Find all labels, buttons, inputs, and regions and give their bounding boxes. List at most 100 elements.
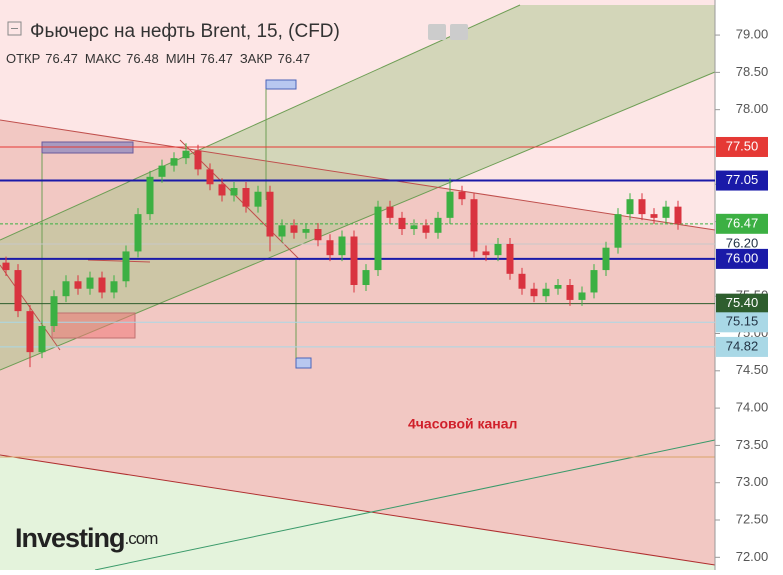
candle-body (266, 191, 274, 237)
price-label-bg (716, 293, 768, 314)
price-label: 77.05 (726, 172, 759, 187)
y-tick-label: 78.00 (736, 101, 769, 116)
y-tick-label: 73.00 (736, 474, 769, 489)
candle-body (494, 243, 502, 256)
candle-body (614, 214, 622, 248)
green-channel (0, 5, 715, 370)
price-label: 75.15 (726, 314, 759, 329)
y-tick-label: 79.00 (736, 27, 769, 42)
price-label: 76.00 (726, 250, 759, 265)
ohlc-value: 76.47 (200, 51, 233, 66)
candle-body (302, 229, 310, 233)
y-tick-label: 74.50 (736, 362, 769, 377)
eye-icon[interactable] (428, 24, 446, 40)
candle-body (86, 277, 94, 289)
ohlc-item: ЗАКР 76.47 (240, 51, 310, 66)
candle-body (146, 176, 154, 215)
candle-body (566, 285, 574, 300)
candle-body (518, 273, 526, 289)
candle-body (314, 229, 322, 241)
chart-title: Фьючерс на нефть Brent, 15, (CFD) (30, 21, 340, 42)
candle-body (410, 225, 418, 230)
candle-body (122, 251, 130, 282)
candle-body (662, 206, 670, 218)
candle-body (434, 217, 442, 233)
ohlc-item: МИН 76.47 (166, 51, 233, 66)
candle-body (170, 158, 178, 166)
candle-body (50, 296, 58, 327)
candle-body (338, 236, 346, 256)
candle-body (98, 277, 106, 293)
candle-body (602, 247, 610, 271)
box (51, 312, 136, 339)
axis-background (715, 0, 783, 570)
candle-body (650, 214, 658, 218)
box (265, 79, 297, 90)
ohlc-value: 76.47 (45, 51, 78, 66)
candle-body (542, 288, 550, 297)
price-label: 76.20 (726, 235, 759, 250)
candle-body (278, 225, 286, 237)
candle-body (626, 199, 634, 215)
box (41, 141, 134, 154)
candle-body (62, 281, 70, 297)
candle-body (230, 188, 238, 196)
y-tick-label: 73.50 (736, 437, 769, 452)
lower-area (0, 455, 715, 570)
candle-body (446, 191, 454, 218)
candle-body (326, 240, 334, 256)
trend-line (94, 439, 716, 571)
y-tick-label: 78.50 (736, 64, 769, 79)
price-label: 76.47 (726, 215, 759, 230)
candle-body (482, 251, 490, 256)
y-tick-label: 72.00 (736, 549, 769, 564)
candle-body (38, 326, 46, 353)
trend-line (87, 259, 151, 263)
y-axis: 72.0072.5073.0073.5074.0074.5075.0075.50… (715, 27, 768, 564)
logo: Investing.com (15, 523, 158, 553)
settings-icon[interactable] (450, 24, 468, 40)
candle-body (194, 150, 202, 170)
candle-body (506, 243, 514, 274)
candle-body (638, 199, 646, 215)
price-label-bg (716, 136, 768, 157)
candle-body (674, 206, 682, 224)
channel-area (0, 120, 715, 565)
candle-body (350, 236, 358, 285)
candle-body (386, 206, 394, 218)
trend-line (0, 119, 716, 231)
candle-body (398, 217, 406, 230)
candle-body (110, 281, 118, 293)
candle-body (242, 188, 250, 207)
price-label-bg (716, 213, 768, 234)
price-label: 77.50 (726, 138, 759, 153)
candle-body (578, 292, 586, 300)
candle-body (182, 150, 190, 159)
ohlc-item: МАКС 76.48 (85, 51, 159, 66)
ohlc-summary: ОТКР 76.47 МАКС 76.48 МИН 76.47 ЗАКР 76.47 (6, 51, 310, 66)
logo-main: Investing (15, 523, 125, 553)
box (295, 357, 312, 369)
price-label-bg (716, 336, 768, 357)
price-label: 75.40 (726, 295, 759, 310)
ohlc-label: МАКС (85, 51, 121, 66)
collapse-icon[interactable] (7, 21, 22, 36)
price-label-bg (716, 248, 768, 269)
ohlc-value: 76.48 (126, 51, 159, 66)
ohlc-label: МИН (166, 51, 196, 66)
candle-body (458, 191, 466, 200)
candle-body (374, 206, 382, 271)
candle-body (2, 262, 10, 271)
candles (2, 143, 682, 368)
candle-body (554, 285, 562, 289)
candle-body (254, 191, 262, 207)
ohlc-label: ОТКР (6, 51, 40, 66)
price-label-bg (716, 312, 768, 333)
candle-body (218, 184, 226, 196)
candle-body (158, 165, 166, 177)
candle-body (14, 270, 22, 312)
candle-body (422, 225, 430, 233)
candle-body (590, 270, 598, 293)
price-label: 74.82 (726, 338, 759, 353)
candle-body (134, 214, 142, 252)
